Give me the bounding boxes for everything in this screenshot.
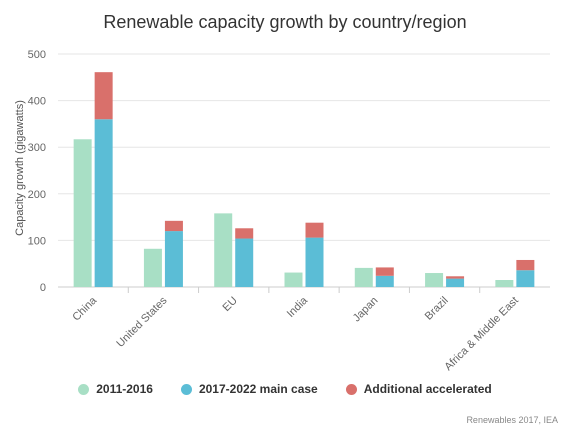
legend-item-2011-2016[interactable]: 2011-2016 [78,382,153,396]
grid-lines [58,53,550,288]
legend-label-main-case: 2017-2022 main case [198,382,318,396]
bar[interactable] [354,267,373,287]
bar[interactable] [73,139,92,287]
x-tick-label: EU [221,295,240,314]
x-tick-label: Africa & Middle East [442,295,521,374]
legend-label-accelerated: Additional accelerated [363,382,492,396]
bar[interactable] [375,275,394,287]
bar[interactable] [495,280,514,287]
source-note: Renewables 2017, IEA [466,415,558,425]
bar[interactable] [164,231,183,287]
chart-title: Renewable capacity growth by country/reg… [103,12,467,32]
bar[interactable] [446,276,465,279]
x-tick-label: China [70,294,99,323]
legend-label-2011-2016: 2011-2016 [96,382,153,396]
bar[interactable] [305,237,324,287]
bar[interactable] [425,273,444,287]
legend: 2011-2016 2017-2022 main case Additional… [0,382,570,396]
y-tick-label: 400 [28,96,46,108]
legend-swatch-main-case [180,383,192,395]
bar[interactable] [446,278,465,287]
y-tick-label: 300 [28,142,46,154]
bar[interactable] [516,270,535,287]
bar[interactable] [164,220,183,232]
legend-item-main-case[interactable]: 2017-2022 main case [180,382,318,396]
y-axis-label: Capacity growth (gigawatts) [14,100,26,236]
bars [73,72,535,288]
bar[interactable] [284,272,303,287]
legend-swatch-2011-2016 [78,383,90,395]
x-tick-label: Brazil [423,295,451,323]
bar[interactable] [94,119,113,288]
legend-item-accelerated[interactable]: Additional accelerated [345,382,492,396]
x-tick-label: United States [114,294,170,350]
bar[interactable] [235,238,254,287]
bar[interactable] [214,213,233,287]
bar[interactable] [375,267,394,276]
bar[interactable] [305,222,324,238]
x-tick-label: Japan [351,295,381,325]
bar[interactable] [235,228,254,239]
y-axis: 0 100 200 300 400 500 [28,49,46,294]
bar[interactable] [143,248,162,287]
bar[interactable] [516,259,535,271]
y-tick-label: 200 [28,189,46,201]
legend-swatch-accelerated [345,383,357,395]
y-tick-label: 0 [40,282,46,294]
y-tick-label: 500 [28,49,46,61]
x-axis: China United States EU India Japan BrazilAfri… [70,287,521,373]
y-tick-label: 100 [28,235,46,247]
x-tick-label: India [285,294,311,320]
bar[interactable] [94,72,113,120]
